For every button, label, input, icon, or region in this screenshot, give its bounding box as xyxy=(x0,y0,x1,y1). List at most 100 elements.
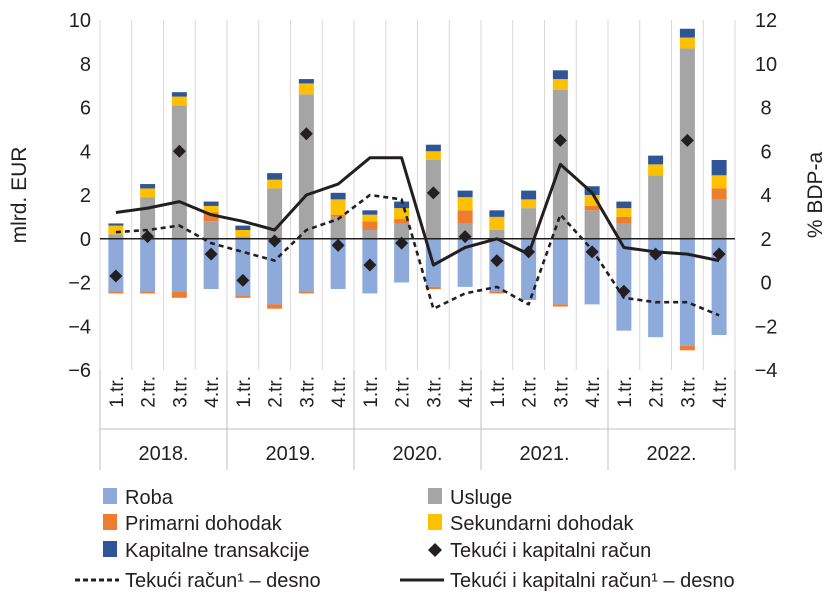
x-tick-year: 2020. xyxy=(392,443,442,465)
bar-roba xyxy=(584,238,600,305)
bar-sekundarni xyxy=(711,175,727,189)
marker-diamond xyxy=(522,245,536,259)
legend-swatch xyxy=(428,514,442,530)
y-tick-left: 6 xyxy=(80,98,91,120)
bar-usluge xyxy=(521,208,537,239)
bar-sekundarni xyxy=(394,208,410,220)
bar-kapitalne xyxy=(616,201,632,209)
bar-kapitalne xyxy=(108,223,124,226)
x-tick-quarter: 1.tr. xyxy=(361,376,382,408)
bar-roba xyxy=(648,238,664,338)
bar-usluge xyxy=(171,105,187,239)
bar-primarni xyxy=(394,219,410,224)
legend-swatch xyxy=(103,541,117,557)
y-tick-right: 10 xyxy=(755,54,777,76)
marker-diamond xyxy=(172,144,186,158)
x-tick-quarter: 4.tr. xyxy=(583,376,604,408)
legend-label: Sekundarni dohodak xyxy=(450,513,634,535)
x-tick-year: 2019. xyxy=(265,443,315,465)
bar-usluge xyxy=(616,223,632,239)
marker-diamond xyxy=(458,230,472,244)
x-tick-quarter: 4.tr. xyxy=(202,376,223,408)
x-tick-quarter: 3.tr. xyxy=(678,376,699,408)
marker-diamond xyxy=(268,234,282,248)
bar-usluge xyxy=(425,160,441,239)
legend: Roba Usluge Primarni dohodak Sekundarni doh… xyxy=(75,487,735,592)
legend-label: Kapitalne transakcije xyxy=(125,540,310,562)
bar-kapitalne xyxy=(203,201,219,206)
bar-sekundarni xyxy=(108,225,124,235)
y-tick-left: 4 xyxy=(80,141,91,163)
x-tick-quarter: 4.tr. xyxy=(710,376,731,408)
bar-sekundarni xyxy=(267,179,283,189)
series-lines xyxy=(115,156,720,317)
bar-kapitalne xyxy=(235,225,251,230)
bar-sekundarni xyxy=(552,79,568,90)
bar-primarni xyxy=(171,291,187,298)
bar-usluge xyxy=(235,236,251,239)
legend-label: Tekući račun¹ – desno xyxy=(125,570,321,592)
bar-primarni xyxy=(203,212,219,222)
bar-roba xyxy=(394,238,410,283)
y-tick-right: 12 xyxy=(755,10,777,32)
marker-diamond xyxy=(553,133,567,147)
diamond-markers xyxy=(109,127,726,298)
legend-label: Usluge xyxy=(450,487,512,509)
bar-usluge xyxy=(648,175,664,239)
x-tick-quarter: 3.tr. xyxy=(170,376,191,408)
y-tick-right: 0 xyxy=(760,273,771,295)
legend-label: Primarni dohodak xyxy=(125,513,283,535)
marker-diamond xyxy=(617,284,631,298)
bar-primarni xyxy=(584,205,600,211)
bar-kapitalne xyxy=(394,201,410,209)
marker-diamond xyxy=(426,186,440,200)
bar-usluge xyxy=(203,221,219,239)
bar-primarni xyxy=(711,188,727,200)
bar-sekundarni xyxy=(648,164,664,176)
legend-label: Roba xyxy=(125,487,174,509)
x-tick-year: 2022. xyxy=(646,443,696,465)
y-tick-right: −2 xyxy=(755,316,778,338)
x-tick-quarter: 2.tr. xyxy=(139,376,160,408)
bar-sekundarni xyxy=(489,216,505,230)
marker-diamond xyxy=(109,269,123,283)
bar-roba xyxy=(679,238,695,346)
bar-kapitalne xyxy=(140,184,156,189)
bar-roba xyxy=(711,238,727,335)
bar-roba xyxy=(203,238,219,290)
x-tick-quarter: 1.tr. xyxy=(488,376,509,408)
legend-swatch xyxy=(103,514,117,530)
legend-swatch xyxy=(103,488,117,504)
y-tick-left: 0 xyxy=(80,229,91,251)
legend-item: Kapitalne transakcije xyxy=(103,540,310,562)
line-current-capital-account xyxy=(115,156,720,267)
bar-sekundarni xyxy=(330,199,346,215)
marker-diamond xyxy=(299,127,313,141)
legend-swatch xyxy=(428,488,442,504)
marker-diamond xyxy=(331,238,345,252)
bar-usluge xyxy=(298,94,314,239)
y-tick-left: 8 xyxy=(80,54,91,76)
axes: −6 −4 −2 0 2 4 6 8 10 −4 −2 0 2 4 6 8 10 12 1.tr. 2.tr. 3.tr… xyxy=(68,10,777,470)
bar-usluge xyxy=(711,199,727,239)
x-tick-quarter: 1.tr. xyxy=(234,376,255,408)
bar-kapitalne xyxy=(648,155,664,165)
marker-diamond xyxy=(712,247,726,261)
bar-sekundarni xyxy=(362,214,378,222)
y-tick-right: 6 xyxy=(760,141,771,163)
bar-sekundarni xyxy=(235,230,251,237)
bar-usluge xyxy=(330,216,346,239)
bar-usluge xyxy=(362,230,378,239)
bar-sekundarni xyxy=(584,195,600,206)
bar-usluge xyxy=(108,234,124,239)
y-tick-left: 2 xyxy=(80,185,91,207)
gridlines xyxy=(99,20,736,370)
bar-usluge xyxy=(584,210,600,239)
bar-roba xyxy=(140,238,156,292)
bar-sekundarni xyxy=(616,208,632,217)
y-tick-right: 2 xyxy=(760,229,771,251)
bar-kapitalne xyxy=(711,160,727,176)
bar-kapitalne xyxy=(584,186,600,195)
legend-swatch xyxy=(428,543,442,557)
